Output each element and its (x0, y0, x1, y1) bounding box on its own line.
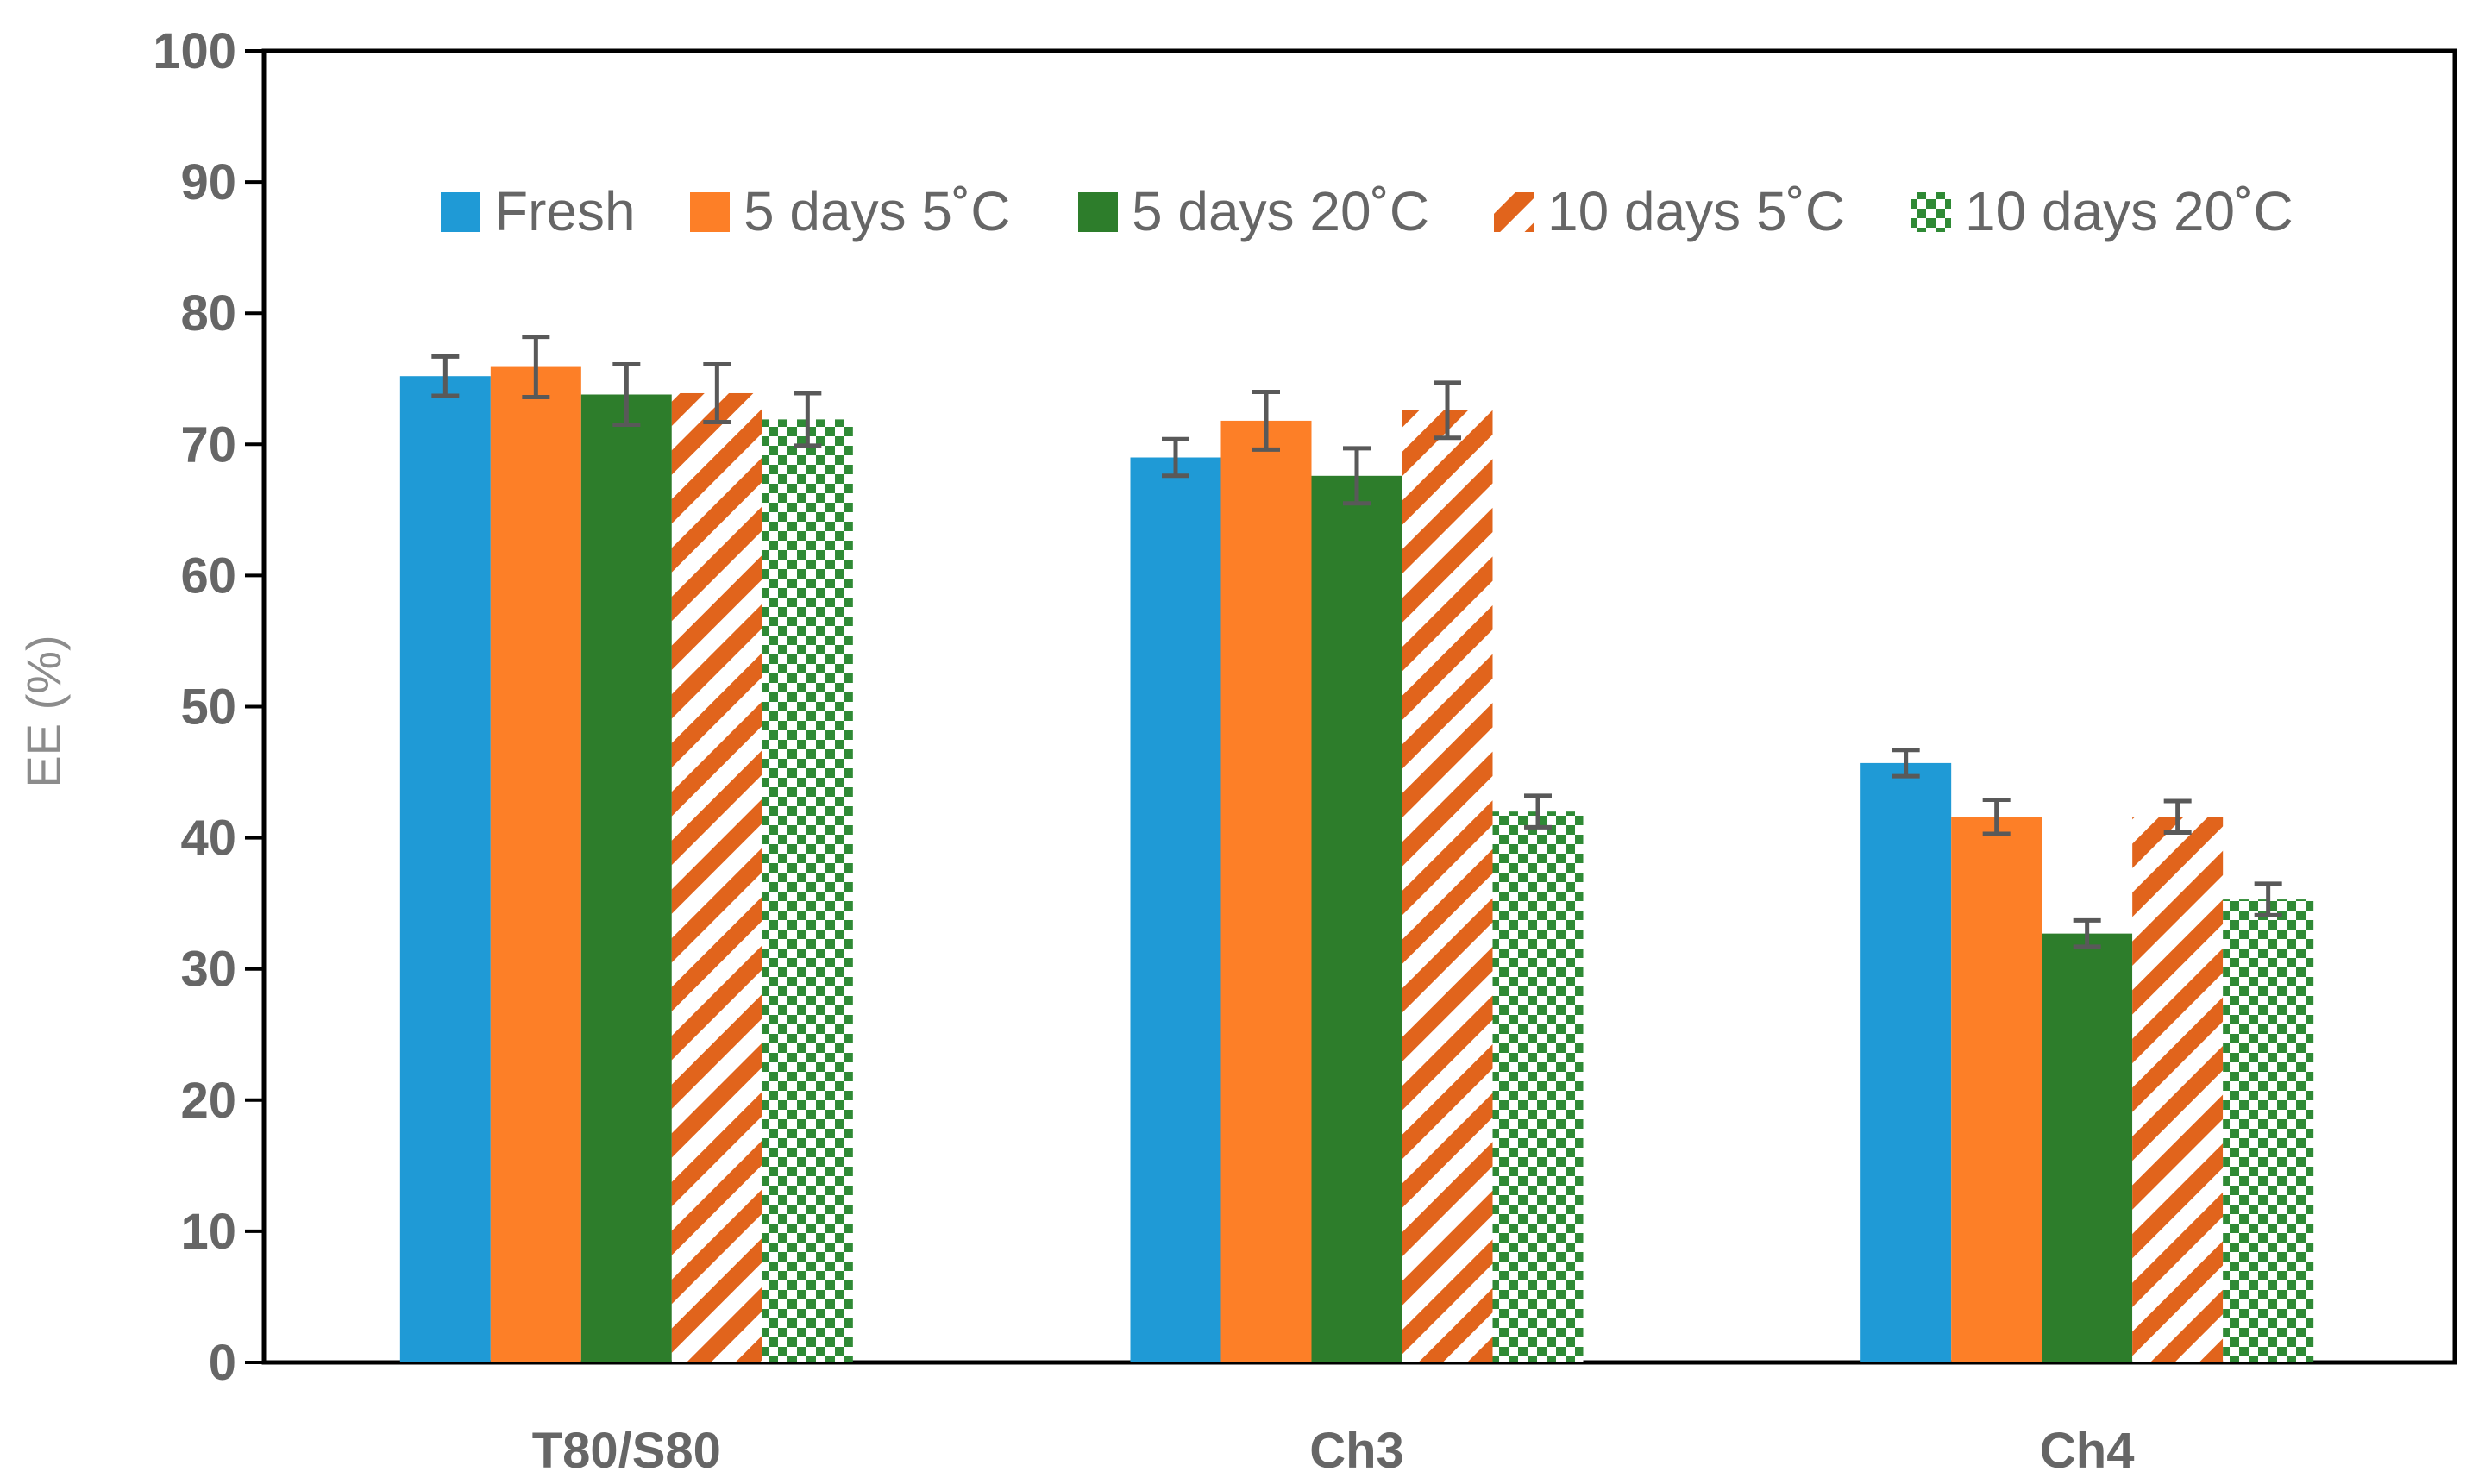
y-tick-label: 10 (180, 1204, 236, 1260)
bar-t80-s80-series-5 (762, 419, 853, 1362)
error-bar (1343, 446, 1371, 506)
legend-item: 5 days 5˚C (690, 180, 1010, 242)
error-bar (1892, 748, 1920, 779)
legend-swatch (690, 192, 730, 232)
x-tick-label: Ch4 (2040, 1423, 2135, 1479)
bar-t80-s80-series-3 (580, 394, 672, 1363)
error-bar (2163, 798, 2192, 836)
y-axis-title: EE (%) (16, 635, 71, 787)
error-bar (522, 335, 550, 400)
y-tick-label: 40 (180, 811, 236, 867)
error-bar (612, 362, 641, 427)
error-bar (1434, 380, 1461, 441)
legend-swatch (1494, 192, 1534, 232)
error-bar (1252, 389, 1280, 452)
y-tick-label: 60 (180, 548, 236, 604)
error-bar (703, 362, 731, 424)
legend-label: 10 days 20˚C (1965, 180, 2293, 242)
y-tick-label: 50 (180, 679, 236, 736)
error-bar (1162, 436, 1189, 479)
legend-label: 10 days 5˚C (1547, 180, 1845, 242)
error-bar (1524, 793, 1552, 830)
bar-t80-s80-series-4 (671, 392, 762, 1363)
legend-item: 10 days 5˚C (1494, 180, 1845, 242)
y-tick-label: 30 (180, 942, 236, 998)
error-bar (1982, 797, 2011, 836)
legend-label: Fresh (494, 180, 636, 242)
bar-ch4-series-2 (1951, 817, 2042, 1362)
y-tick-label: 100 (153, 23, 236, 79)
bar-ch4-series-4 (2132, 817, 2224, 1362)
bars (399, 366, 2314, 1363)
legend-item: 10 days 20˚C (1911, 180, 2293, 242)
error-bar (431, 354, 460, 398)
error-bar (2254, 881, 2282, 917)
legend-label: 5 days 5˚C (744, 180, 1010, 242)
legend-swatch (441, 192, 480, 232)
error-bar (2073, 917, 2101, 949)
bar-ch3-series-3 (1311, 475, 1402, 1363)
y-tick-label: 0 (209, 1335, 236, 1391)
error-bars (431, 335, 2282, 949)
y-axis-ticks: 0 10 20 30 40 50 60 70 80 90 100 (153, 23, 264, 1391)
bar-ch3-series-2 (1220, 420, 1312, 1362)
y-tick-label: 70 (180, 416, 236, 473)
y-tick-label: 90 (180, 154, 236, 210)
bar-ch3-series-1 (1130, 457, 1221, 1362)
bar-t80-s80-series-2 (490, 366, 581, 1362)
x-tick-label: Ch3 (1309, 1423, 1404, 1479)
bar-ch3-series-4 (1402, 410, 1493, 1362)
bar-ch4-series-5 (2223, 899, 2314, 1362)
y-tick-label: 20 (180, 1073, 236, 1129)
bar-ch3-series-5 (1492, 811, 1584, 1362)
legend-item: Fresh (441, 180, 636, 242)
x-tick-label: T80/S80 (532, 1423, 721, 1479)
bar-ch4-series-3 (2042, 933, 2133, 1362)
legend-swatch (1911, 192, 1951, 232)
legend-label: 5 days 20˚C (1132, 180, 1429, 242)
error-bar (794, 391, 822, 448)
y-tick-label: 80 (180, 285, 236, 341)
x-axis-labels: T80/S80 Ch3 Ch4 (532, 1423, 2135, 1479)
legend-item: 5 days 20˚C (1078, 180, 1429, 242)
legend: Fresh 5 days 5˚C 5 days 20˚C 10 days 5˚C 10 … (441, 180, 2293, 242)
bar-ch4-series-1 (1860, 762, 1952, 1362)
bar-t80-s80-series-1 (399, 376, 491, 1362)
legend-swatch (1078, 192, 1118, 232)
